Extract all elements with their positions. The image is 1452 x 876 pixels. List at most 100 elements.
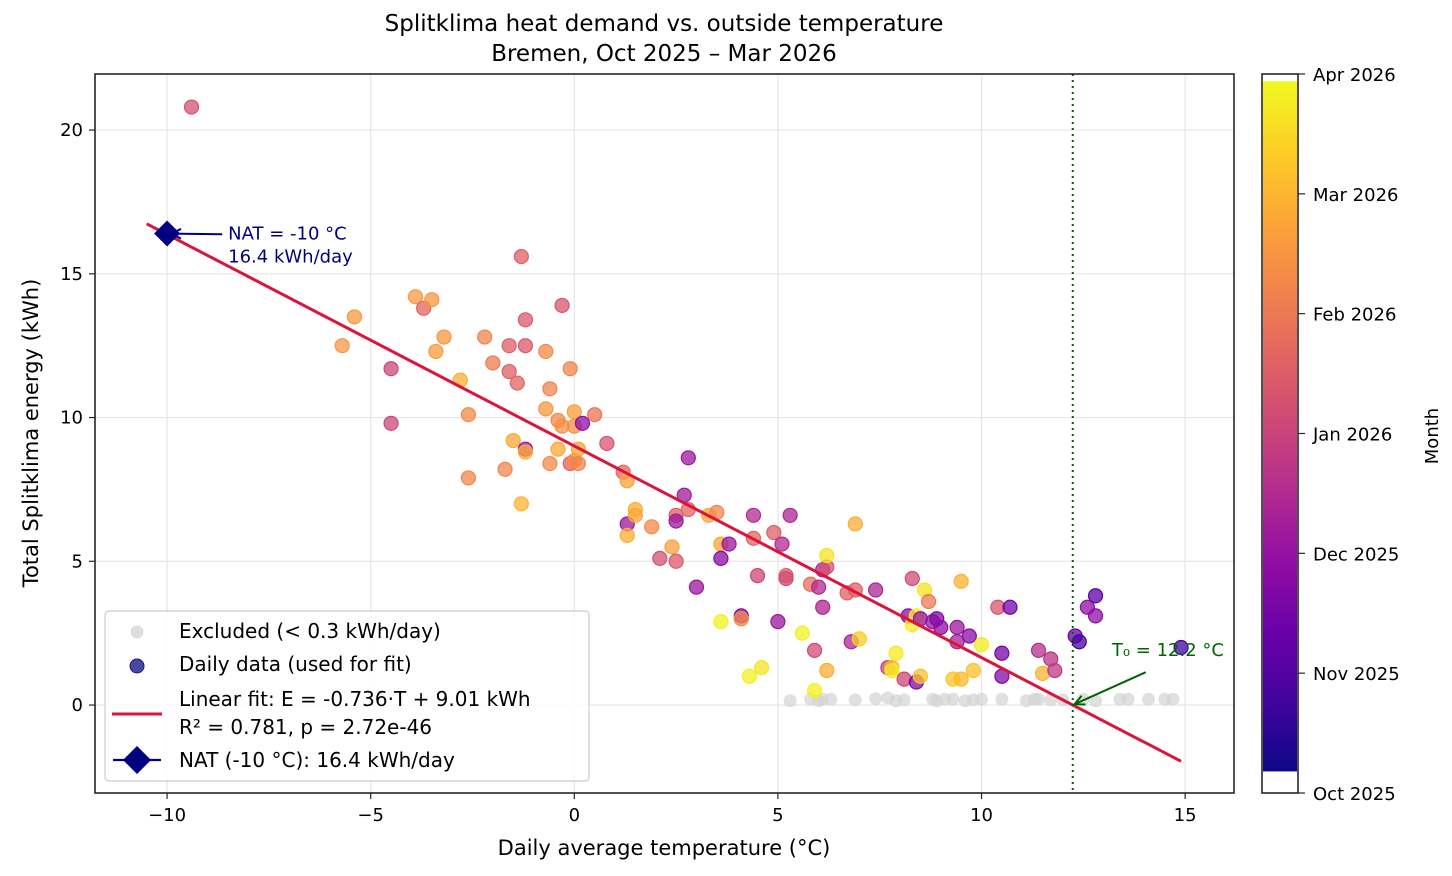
daily-point bbox=[599, 435, 615, 452]
legend-marker-daily bbox=[129, 658, 145, 674]
excluded-point bbox=[926, 692, 940, 706]
y-tick-label: 5 bbox=[72, 551, 83, 572]
daily-point bbox=[517, 338, 534, 354]
daily-point bbox=[517, 444, 534, 460]
nat-annotation-text: 16.4 kWh/day bbox=[228, 246, 353, 267]
colorbar-tick-label: Oct 2025 bbox=[1313, 784, 1396, 805]
daily-point bbox=[668, 553, 684, 569]
daily-point bbox=[741, 668, 758, 684]
daily-point bbox=[815, 599, 831, 615]
daily-point bbox=[953, 671, 969, 687]
nat-annotation-text: NAT = -10 °C bbox=[228, 223, 347, 244]
daily-point bbox=[973, 637, 990, 653]
t0-arrow-shaft bbox=[1074, 671, 1147, 706]
x-tick-label: −10 bbox=[148, 805, 186, 826]
y-axis-ticks: 0 5 10 15 20 bbox=[60, 120, 95, 716]
colorbar-ticks: Oct 2025 Nov 2025 Dec 2025 Jan 2026 Feb 2026… bbox=[1298, 65, 1400, 805]
excluded-point bbox=[995, 692, 1009, 706]
colorbar-tick-label: Feb 2026 bbox=[1313, 305, 1396, 326]
chart-title: Splitklima heat demand vs. outside tempe… bbox=[385, 11, 944, 37]
daily-point bbox=[513, 496, 529, 512]
daily-point bbox=[819, 547, 835, 564]
daily-point bbox=[949, 619, 965, 636]
daily-point bbox=[477, 329, 493, 345]
x-axis-ticks: −10 −5 0 5 10 15 bbox=[148, 793, 1197, 826]
daily-point bbox=[460, 470, 477, 486]
daily-point bbox=[460, 407, 477, 423]
daily-point bbox=[847, 516, 863, 532]
daily-point bbox=[754, 660, 770, 676]
colorbar-tick-label: Jan 2026 bbox=[1312, 425, 1392, 446]
daily-point bbox=[383, 415, 399, 431]
daily-point bbox=[570, 455, 586, 472]
daily-point bbox=[383, 361, 399, 377]
daily-point bbox=[627, 507, 643, 523]
daily-point bbox=[912, 668, 929, 684]
daily-point bbox=[806, 683, 823, 699]
daily-point bbox=[1087, 608, 1104, 624]
x-tick-label: 5 bbox=[772, 805, 783, 826]
daily-point bbox=[346, 309, 363, 325]
daily-point bbox=[424, 292, 440, 308]
axes-frame bbox=[94, 73, 1235, 794]
legend-label-daily: Daily data (used for fit) bbox=[179, 652, 412, 676]
daily-point bbox=[538, 401, 554, 417]
daily-point bbox=[436, 329, 452, 345]
excluded-point bbox=[975, 692, 989, 706]
daily-point bbox=[782, 507, 798, 523]
daily-point bbox=[652, 550, 668, 567]
excluded-point bbox=[1166, 692, 1180, 706]
y-axis-label: Total Splitklima energy (kWh) bbox=[19, 279, 43, 589]
excluded-point bbox=[1121, 692, 1135, 706]
excluded-point bbox=[869, 692, 883, 706]
excluded-point bbox=[897, 693, 911, 707]
y-tick-label: 10 bbox=[60, 408, 83, 429]
daily-point bbox=[953, 573, 969, 590]
t0-annotation-text: T₀ = 12.2 °C bbox=[1111, 640, 1224, 661]
excluded-series bbox=[783, 691, 1180, 708]
y-tick-label: 0 bbox=[72, 695, 83, 716]
daily-point bbox=[538, 343, 554, 360]
legend-label-excluded: Excluded (< 0.3 kWh/day) bbox=[179, 619, 441, 643]
daily-point bbox=[888, 645, 904, 661]
daily-point bbox=[965, 662, 981, 679]
daily-point bbox=[497, 461, 513, 477]
t0-arrow-head bbox=[1072, 695, 1086, 706]
x-tick-label: 0 bbox=[569, 805, 580, 826]
overlays bbox=[146, 74, 1182, 793]
legend-marker-excluded bbox=[130, 625, 144, 639]
y-tick-label: 15 bbox=[60, 264, 83, 285]
daily-point bbox=[505, 432, 521, 449]
daily-point bbox=[770, 614, 786, 630]
legend-label-fit-stats: R² = 0.781, p = 2.72e-46 bbox=[179, 715, 432, 739]
colorbar-tick-label: Mar 2026 bbox=[1313, 185, 1399, 206]
daily-point bbox=[688, 579, 705, 595]
daily-point bbox=[778, 570, 794, 587]
daily-point bbox=[794, 625, 810, 641]
daily-point bbox=[961, 628, 977, 644]
daily-point bbox=[713, 550, 729, 567]
daily-point bbox=[587, 407, 603, 423]
annotations: NAT = -10 °C16.4 kWh/day T₀ = 12.2 °C bbox=[168, 223, 1224, 706]
daily-point bbox=[1030, 642, 1047, 659]
x-axis-label: Daily average temperature (°C) bbox=[498, 836, 831, 860]
colorbar-tick-label: Apr 2026 bbox=[1313, 65, 1396, 86]
daily-point bbox=[668, 513, 684, 529]
fit-line bbox=[146, 222, 1182, 763]
daily-point bbox=[509, 375, 525, 391]
daily-point bbox=[550, 441, 566, 457]
x-tick-label: 15 bbox=[1174, 805, 1197, 826]
excluded-point bbox=[946, 692, 960, 706]
daily-point bbox=[774, 536, 790, 552]
daily-point bbox=[994, 645, 1010, 661]
x-tick-label: −5 bbox=[357, 805, 384, 826]
daily-point bbox=[733, 611, 749, 627]
daily-point bbox=[554, 297, 570, 314]
daily-point bbox=[183, 99, 200, 115]
daily-point bbox=[574, 415, 591, 431]
colorbar-tick-label: Dec 2025 bbox=[1313, 544, 1399, 565]
legend-label-fit: Linear fit: E = -0.736·T + 9.01 kWh bbox=[179, 687, 531, 711]
legend: Excluded (< 0.3 kWh/day) Daily data (use… bbox=[104, 610, 590, 782]
excluded-point bbox=[848, 693, 862, 707]
